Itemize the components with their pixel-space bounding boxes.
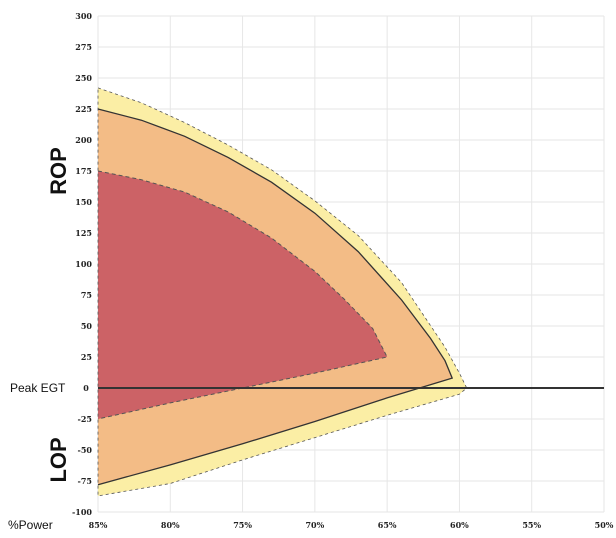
y-tick-label: -100 [72, 507, 92, 517]
y-tick-label: 275 [75, 42, 92, 52]
x-tick-label: 75% [233, 520, 252, 530]
y-tick-label: 75 [81, 290, 92, 300]
x-axis-label: %Power [8, 518, 53, 532]
outer-band-boundary [97, 87, 468, 497]
y-tick-label: 150 [75, 197, 92, 207]
y-tick-label: -25 [78, 414, 92, 424]
x-tick-label: 80% [161, 520, 180, 530]
x-tick-label: 70% [305, 520, 324, 530]
x-axis-ticks: 85% 80% 75% 70% 65% 60% 55% 50% [89, 520, 614, 530]
y-tick-label: 250 [75, 73, 92, 83]
peak-egt-label: Peak EGT [10, 381, 66, 395]
rop-label: ROP [46, 147, 71, 195]
x-tick-label: 55% [522, 520, 541, 530]
y-tick-label: 225 [75, 104, 92, 114]
y-tick-label: 50 [81, 321, 93, 331]
y-tick-label: 200 [75, 135, 92, 145]
x-tick-label: 85% [89, 520, 108, 530]
chart-areas [98, 87, 467, 496]
y-tick-label: 125 [75, 228, 92, 238]
y-tick-label: 0 [83, 383, 89, 393]
x-tick-label: 65% [378, 520, 397, 530]
y-axis-ticks: 3002752502252001751501251007550250-25-50… [72, 11, 92, 517]
middle-band-boundary [97, 108, 454, 486]
y-tick-label: 175 [75, 166, 92, 176]
y-tick-label: 25 [81, 352, 92, 362]
chart-lines [97, 87, 604, 497]
inner-region-area [98, 171, 388, 419]
inner-region-boundary [97, 170, 388, 420]
y-tick-label: 100 [75, 259, 92, 269]
x-tick-label: 60% [450, 520, 469, 530]
y-tick-label: -75 [78, 476, 92, 486]
x-tick-label: 50% [595, 520, 614, 530]
y-tick-label: 300 [75, 11, 92, 21]
lop-label: LOP [46, 437, 71, 482]
y-tick-label: -50 [78, 445, 93, 455]
